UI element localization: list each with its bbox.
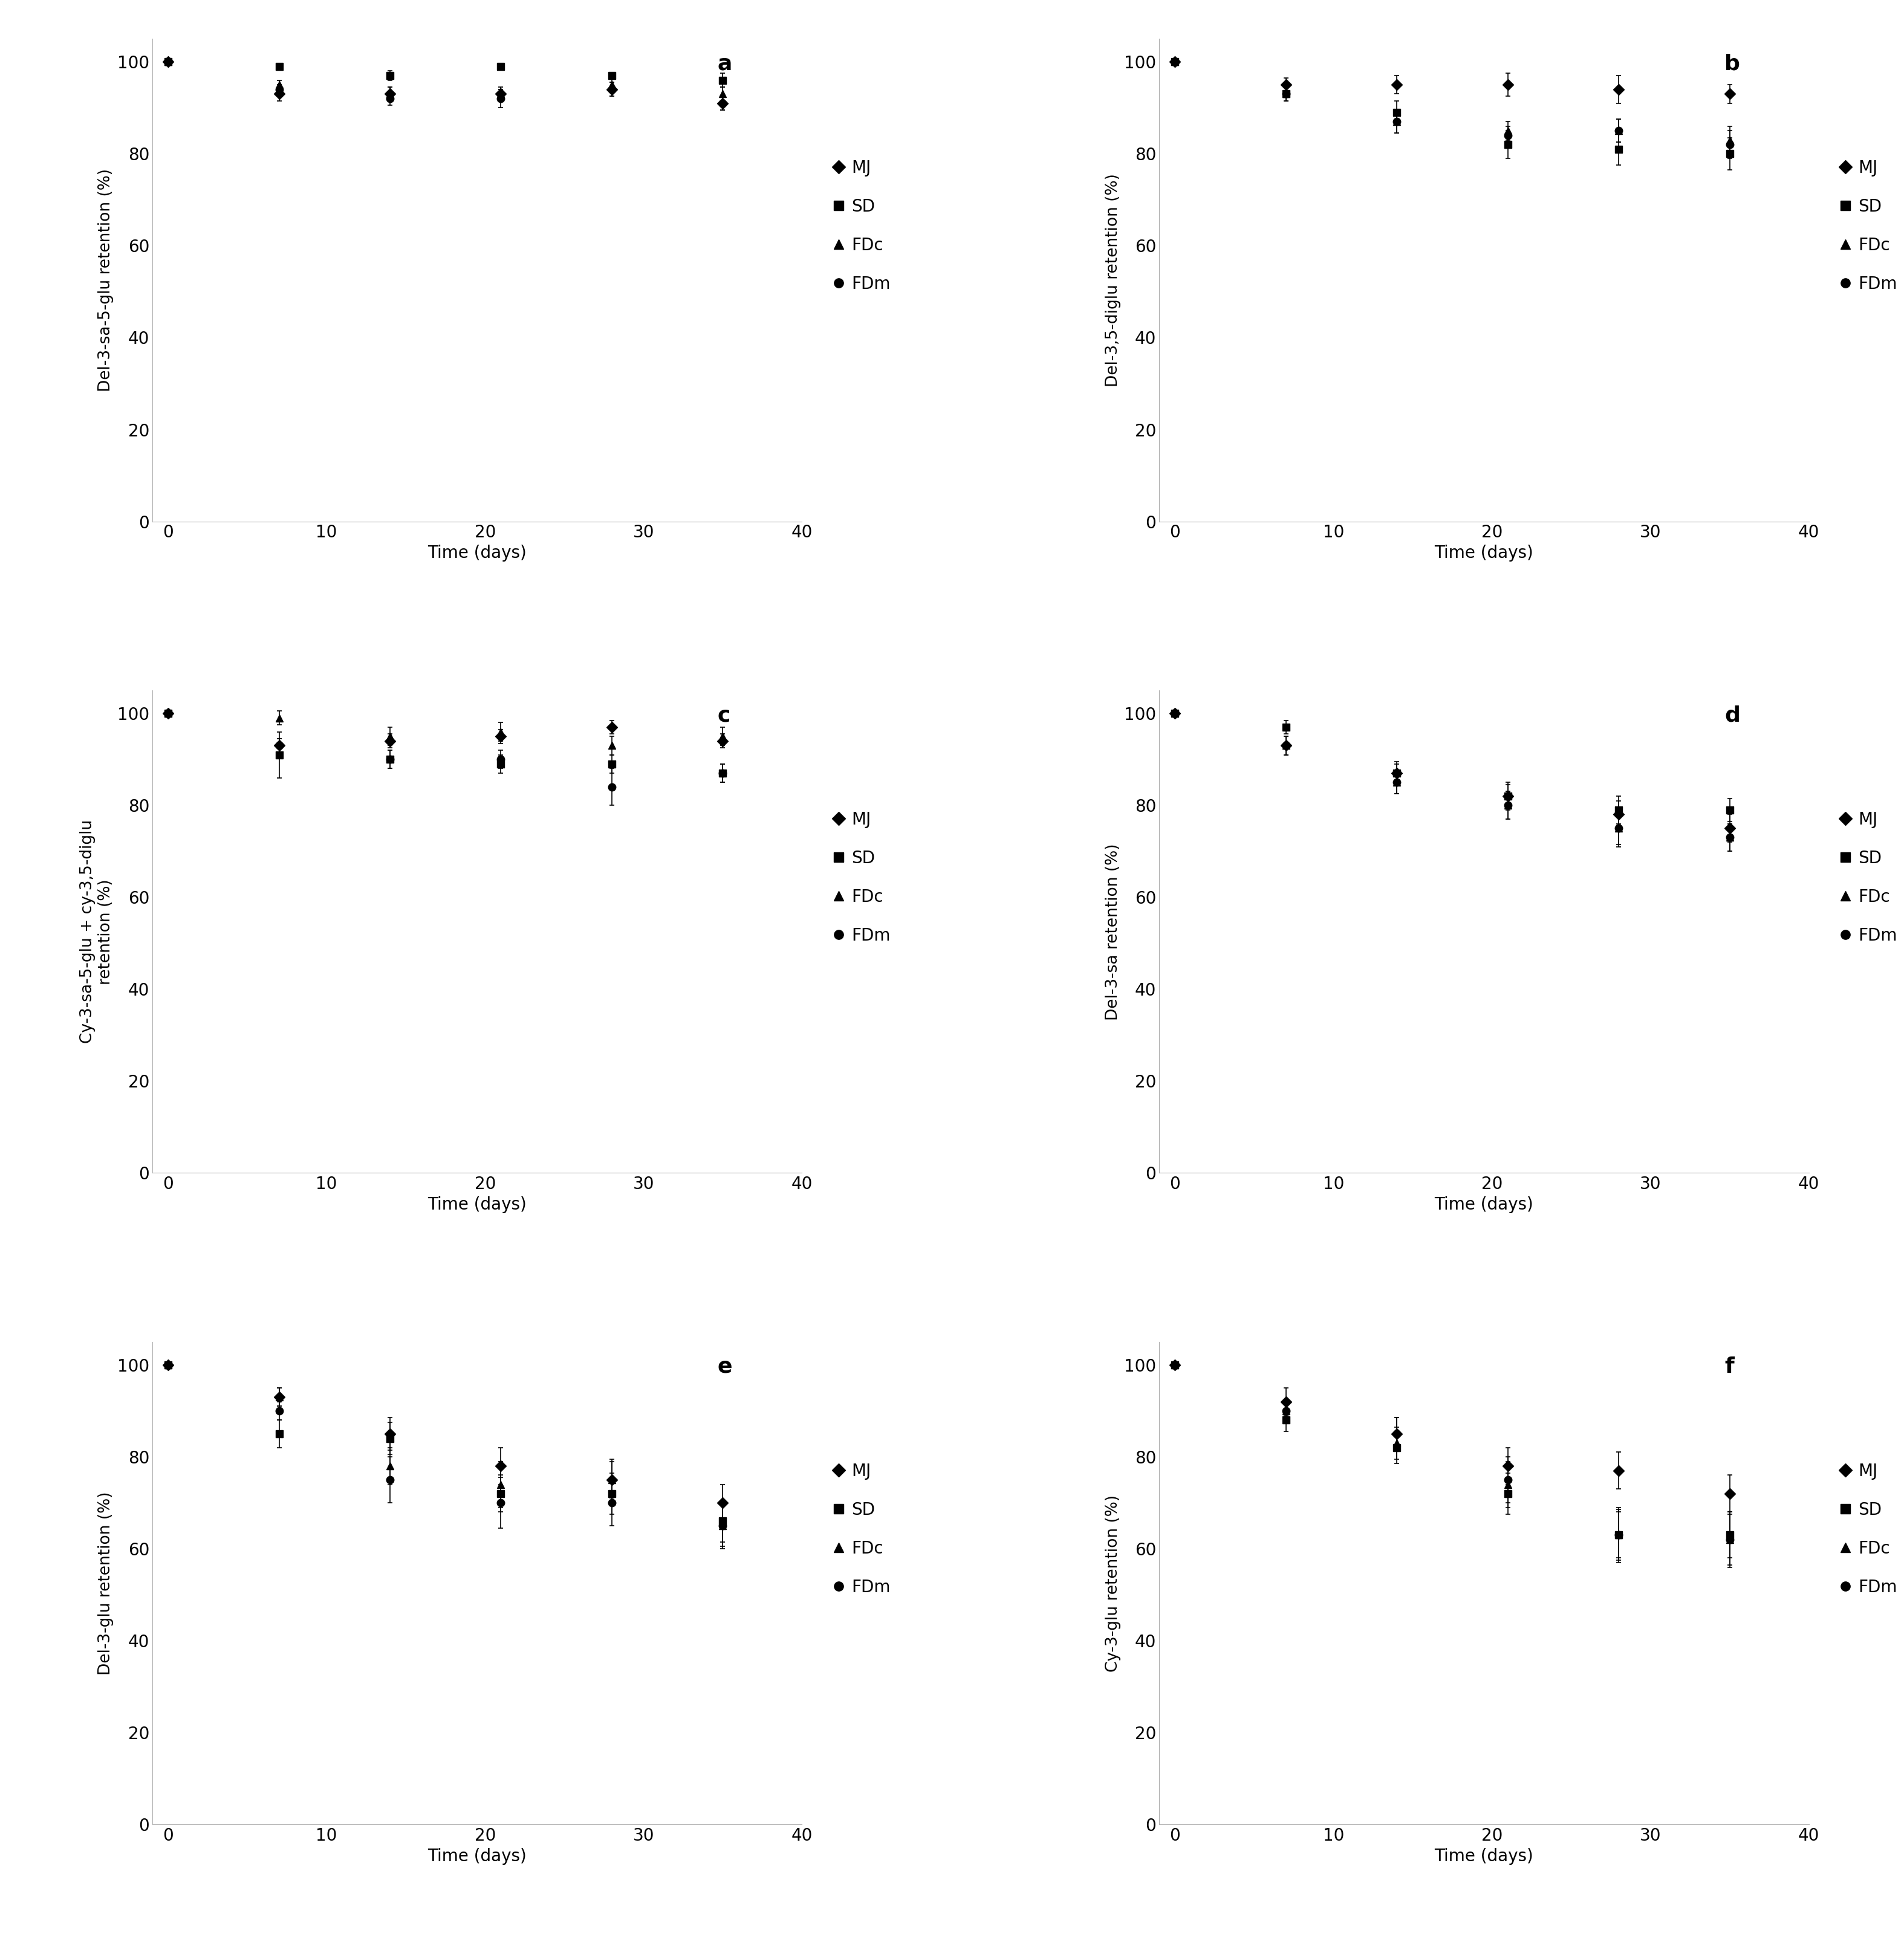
X-axis label: Time (days): Time (days)	[1434, 545, 1533, 561]
Legend: MJ, SD, FDc, FDm: MJ, SD, FDc, FDm	[1841, 159, 1896, 293]
X-axis label: Time (days): Time (days)	[1434, 1848, 1533, 1865]
Y-axis label: Del-3,5-diglu retention (%): Del-3,5-diglu retention (%)	[1104, 173, 1121, 386]
X-axis label: Time (days): Time (days)	[428, 1196, 527, 1213]
Text: a: a	[718, 52, 733, 74]
Text: b: b	[1725, 52, 1740, 74]
Legend: MJ, SD, FDc, FDm: MJ, SD, FDc, FDm	[1841, 811, 1896, 943]
Y-axis label: Del-3-sa retention (%): Del-3-sa retention (%)	[1104, 842, 1121, 1021]
Legend: MJ, SD, FDc, FDm: MJ, SD, FDc, FDm	[834, 811, 891, 943]
Text: c: c	[718, 705, 731, 726]
X-axis label: Time (days): Time (days)	[428, 545, 527, 561]
Y-axis label: Cy-3-glu retention (%): Cy-3-glu retention (%)	[1104, 1495, 1121, 1671]
Y-axis label: Cy-3-sa-5-glu + cy-3,5-diglu
retention (%): Cy-3-sa-5-glu + cy-3,5-diglu retention (…	[80, 819, 114, 1044]
Y-axis label: Del-3-glu retention (%): Del-3-glu retention (%)	[99, 1491, 114, 1675]
X-axis label: Time (days): Time (days)	[428, 1848, 527, 1865]
Text: d: d	[1725, 705, 1740, 726]
X-axis label: Time (days): Time (days)	[1434, 1196, 1533, 1213]
Y-axis label: Del-3-sa-5-glu retention (%): Del-3-sa-5-glu retention (%)	[99, 169, 114, 392]
Text: e: e	[718, 1357, 733, 1376]
Legend: MJ, SD, FDc, FDm: MJ, SD, FDc, FDm	[834, 159, 891, 293]
Legend: MJ, SD, FDc, FDm: MJ, SD, FDc, FDm	[1841, 1464, 1896, 1596]
Text: f: f	[1725, 1357, 1735, 1376]
Legend: MJ, SD, FDc, FDm: MJ, SD, FDc, FDm	[834, 1464, 891, 1596]
